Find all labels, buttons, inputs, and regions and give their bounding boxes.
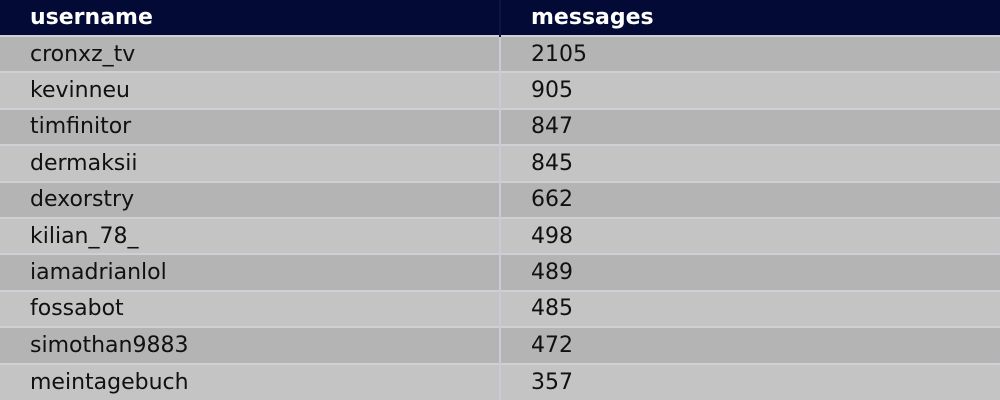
username-cell: kevinneu — [0, 72, 501, 109]
table-row: kilian_78_ 498 — [0, 217, 1000, 255]
table-row: dexorstry 662 — [0, 181, 1000, 218]
table-row: timfinitor 847 — [0, 108, 1000, 146]
table-row: meintagebuch 357 — [0, 363, 1000, 400]
table-row: kevinneu 905 — [0, 72, 1000, 109]
messages-cell: 662 — [531, 187, 573, 213]
username-cell: kilian_78_ — [0, 217, 501, 255]
table-row: fossabot 485 — [0, 290, 1000, 328]
table-row: simothan9883 472 — [0, 327, 1000, 364]
username-cell: dexorstry — [0, 181, 501, 218]
messages-cell: 2105 — [531, 41, 587, 67]
messages-cell: 845 — [531, 150, 573, 176]
header-messages[interactable]: messages — [531, 5, 654, 30]
messages-cell: 485 — [531, 296, 573, 322]
messages-cell: 489 — [531, 260, 573, 286]
header-row: username messages — [0, 0, 1000, 36]
messages-cell: 847 — [531, 114, 573, 140]
username-cell: timfinitor — [0, 108, 501, 146]
username-cell: simothan9883 — [0, 327, 501, 364]
messages-cell: 498 — [531, 223, 573, 249]
table-row: cronxz_tv 2105 — [0, 36, 1000, 73]
messages-cell: 905 — [531, 78, 573, 104]
header-username[interactable]: username — [0, 0, 501, 36]
username-cell: cronxz_tv — [0, 36, 501, 73]
messages-cell: 472 — [531, 332, 573, 358]
username-cell: meintagebuch — [0, 363, 501, 400]
username-cell: fossabot — [0, 290, 501, 328]
table-row: iamadrianlol 489 — [0, 254, 1000, 291]
username-cell: dermaksii — [0, 145, 501, 182]
username-cell: iamadrianlol — [0, 254, 501, 291]
table-row: dermaksii 845 — [0, 145, 1000, 182]
messages-cell: 357 — [531, 369, 573, 395]
